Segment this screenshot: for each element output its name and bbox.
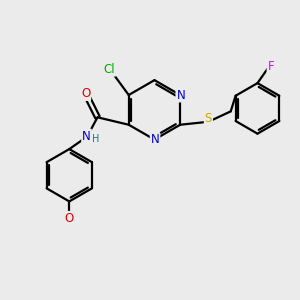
Text: H: H [92,134,100,144]
Text: F: F [268,60,274,73]
Text: N: N [151,133,159,146]
Text: Cl: Cl [103,63,115,76]
Text: O: O [64,212,74,225]
Text: S: S [205,112,212,125]
Text: N: N [82,130,91,142]
Text: N: N [176,88,185,101]
Text: O: O [81,87,90,100]
